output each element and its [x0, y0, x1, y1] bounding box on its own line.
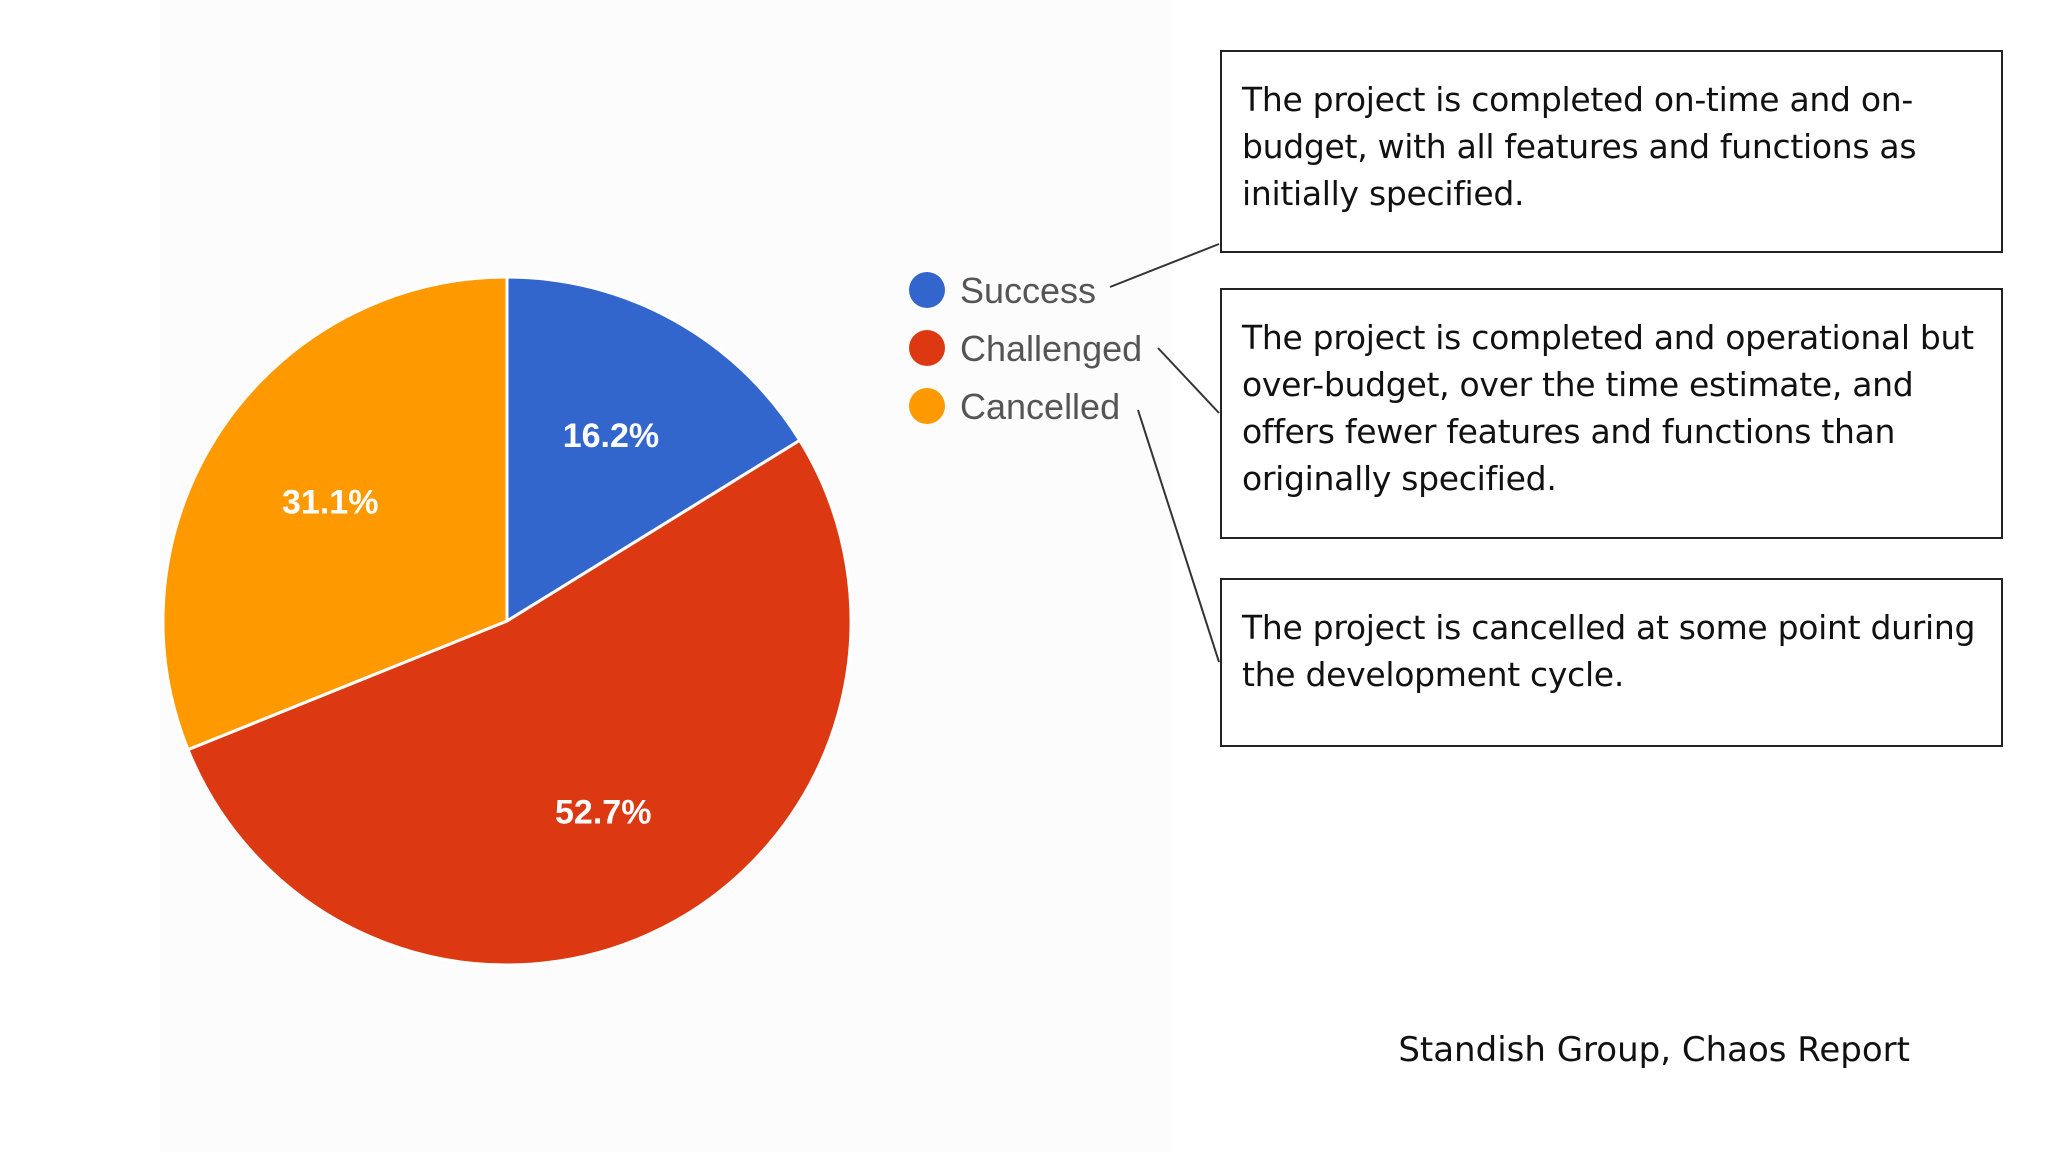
description-success: The project is completed on-time and on-… [1220, 50, 2003, 253]
connector-line-challenged [1157, 347, 1220, 414]
legend-connectors [1109, 243, 1220, 663]
connector-line-cancelled [1137, 409, 1220, 663]
legend-label-cancelled: Cancelled [960, 386, 1120, 427]
pie-slice-challenged [186, 438, 853, 967]
description-cancelled-text: The project is cancelled at some point d… [1242, 608, 1976, 694]
slice-label-success: 16.2% [563, 417, 659, 455]
legend-swatch-cancelled [909, 388, 945, 424]
legend-swatch-success [909, 272, 945, 308]
description-success-text: The project is completed on-time and on-… [1242, 80, 1917, 213]
pie-slices [161, 275, 853, 967]
connector-line-success [1109, 243, 1220, 288]
legend: Success Challenged Cancelled [909, 270, 1142, 427]
description-cancelled: The project is cancelled at some point d… [1220, 578, 2003, 747]
slice-label-cancelled: 31.1% [282, 484, 378, 522]
pie-slice-cancelled [161, 275, 509, 752]
source-note: Standish Group, Chaos Report [1398, 1030, 1910, 1070]
legend-label-challenged: Challenged [960, 328, 1142, 369]
description-challenged: The project is completed and operational… [1220, 288, 2003, 539]
legend-swatch-challenged [909, 330, 945, 366]
pie-slice-labels: 16.2% 52.7% 31.1% [282, 417, 659, 832]
pie-slice-success [505, 275, 802, 624]
slice-label-challenged: 52.7% [555, 793, 651, 831]
legend-label-success: Success [960, 270, 1096, 311]
description-challenged-text: The project is completed and operational… [1242, 318, 1974, 498]
